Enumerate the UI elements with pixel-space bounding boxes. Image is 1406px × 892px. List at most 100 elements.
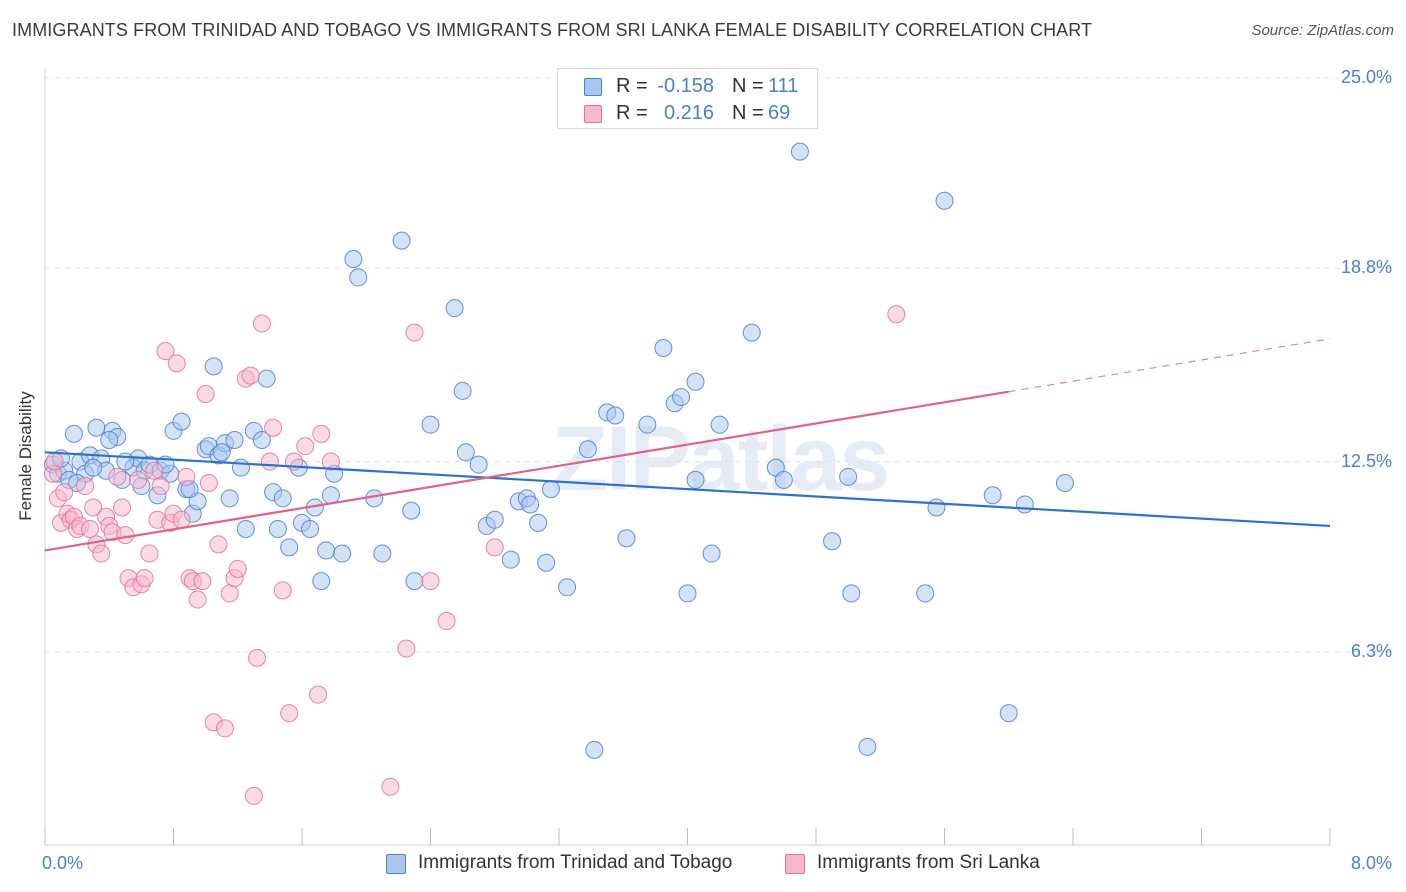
trinidad-point-62[interactable]	[469, 455, 488, 474]
srilanka-point-35[interactable]	[177, 467, 196, 486]
trinidad-point-110[interactable]	[212, 443, 231, 462]
trinidad-point-41[interactable]	[280, 538, 299, 557]
trinidad-point-68[interactable]	[521, 495, 540, 514]
srilanka-point-25[interactable]	[135, 569, 154, 588]
trinidad-point-89[interactable]	[774, 470, 793, 489]
srilanka-point-26[interactable]	[140, 544, 159, 563]
trinidad-point-91[interactable]	[823, 532, 842, 551]
srilanka-point-41[interactable]	[199, 473, 218, 492]
trinidad-point-54[interactable]	[373, 544, 392, 563]
trinidad-point-48[interactable]	[321, 486, 340, 505]
srilanka-point-55[interactable]	[273, 581, 292, 600]
trinidad-point-65[interactable]	[501, 550, 520, 569]
srilanka-point-40[interactable]	[196, 385, 215, 404]
srilanka-point-11[interactable]	[80, 519, 99, 538]
trinidad-point-73[interactable]	[578, 440, 597, 459]
srilanka-point-29[interactable]	[151, 477, 170, 496]
trinidad-point-92[interactable]	[842, 584, 861, 603]
srilanka-point-65[interactable]	[421, 572, 440, 591]
trinidad-point-50[interactable]	[333, 544, 352, 563]
srilanka-point-33[interactable]	[167, 354, 186, 373]
srilanka-point-59[interactable]	[309, 685, 328, 704]
srilanka-point-63[interactable]	[397, 639, 416, 658]
trinidad-point-64[interactable]	[485, 510, 504, 529]
srilanka-point-10[interactable]	[76, 477, 95, 496]
srilanka-point-45[interactable]	[220, 584, 239, 603]
srilanka-point-23[interactable]	[129, 470, 148, 489]
srilanka-point-19[interactable]	[113, 498, 132, 517]
srilanka-point-53[interactable]	[260, 452, 279, 471]
trinidad-point-93[interactable]	[858, 737, 877, 756]
trinidad-point-47[interactable]	[317, 541, 336, 560]
trinidad-point-101[interactable]	[1055, 473, 1074, 492]
trinidad-point-28[interactable]	[204, 357, 223, 376]
trinidad-point-77[interactable]	[617, 529, 636, 548]
trinidad-point-70[interactable]	[537, 553, 556, 572]
trinidad-point-61[interactable]	[456, 443, 475, 462]
trinidad-point-33[interactable]	[231, 458, 250, 477]
srilanka-point-12[interactable]	[84, 498, 103, 517]
trinidad-point-44[interactable]	[301, 519, 320, 538]
trinidad-point-58[interactable]	[421, 415, 440, 434]
trinidad-point-32[interactable]	[225, 431, 244, 450]
srilanka-point-1[interactable]	[45, 452, 64, 471]
srilanka-point-39[interactable]	[193, 572, 212, 591]
trinidad-point-74[interactable]	[585, 740, 604, 759]
trinidad-point-78[interactable]	[638, 415, 657, 434]
trinidad-point-40[interactable]	[273, 489, 292, 508]
trinidad-point-60[interactable]	[453, 381, 472, 400]
trinidad-point-34[interactable]	[236, 519, 255, 538]
trinidad-point-94[interactable]	[839, 467, 858, 486]
trinidad-point-87[interactable]	[742, 323, 761, 342]
trinidad-point-105[interactable]	[100, 431, 119, 450]
trinidad-point-37[interactable]	[257, 369, 276, 388]
trinidad-point-96[interactable]	[927, 498, 946, 517]
srilanka-point-62[interactable]	[381, 777, 400, 796]
srilanka-point-67[interactable]	[485, 538, 504, 557]
trinidad-point-95[interactable]	[916, 584, 935, 603]
srilanka-point-66[interactable]	[437, 612, 456, 631]
trinidad-point-90[interactable]	[790, 142, 809, 161]
trinidad-point-39[interactable]	[268, 519, 287, 538]
trinidad-point-22[interactable]	[172, 412, 191, 431]
trinidad-point-51[interactable]	[344, 250, 363, 269]
trinidad-point-104[interactable]	[84, 458, 103, 477]
srilanka-point-51[interactable]	[248, 648, 267, 667]
trinidad-point-97[interactable]	[935, 191, 954, 210]
trinidad-point-71[interactable]	[541, 480, 560, 499]
trinidad-point-52[interactable]	[349, 268, 368, 287]
trinidad-point-98[interactable]	[983, 486, 1002, 505]
trinidad-point-76[interactable]	[606, 406, 625, 425]
srilanka-point-64[interactable]	[405, 323, 424, 342]
trinidad-point-57[interactable]	[405, 572, 424, 591]
srilanka-point-50[interactable]	[244, 786, 263, 805]
trinidad-point-82[interactable]	[678, 584, 697, 603]
trinidad-point-83[interactable]	[686, 372, 705, 391]
trinidad-point-85[interactable]	[702, 544, 721, 563]
srilanka-point-58[interactable]	[296, 437, 315, 456]
srilanka-point-30[interactable]	[156, 342, 175, 361]
trinidad-point-56[interactable]	[402, 501, 421, 520]
trinidad-point-99[interactable]	[999, 704, 1018, 723]
trinidad-point-36[interactable]	[252, 431, 271, 450]
trinidad-point-59[interactable]	[445, 299, 464, 318]
trinidad-point-86[interactable]	[710, 415, 729, 434]
srilanka-point-20[interactable]	[116, 526, 135, 545]
trinidad-point-46[interactable]	[312, 572, 331, 591]
trinidad-point-72[interactable]	[558, 578, 577, 597]
trinidad-point-84[interactable]	[686, 470, 705, 489]
trinidad-point-81[interactable]	[672, 388, 691, 407]
srilanka-point-34[interactable]	[172, 510, 191, 529]
srilanka-point-4[interactable]	[55, 483, 74, 502]
srilanka-point-43[interactable]	[209, 535, 228, 554]
trinidad-point-4[interactable]	[64, 424, 83, 443]
srilanka-point-14[interactable]	[92, 544, 111, 563]
trinidad-point-8[interactable]	[87, 418, 106, 437]
trinidad-point-31[interactable]	[220, 489, 239, 508]
srilanka-point-52[interactable]	[252, 314, 271, 333]
trinidad-point-69[interactable]	[529, 513, 548, 532]
srilanka-point-49[interactable]	[241, 366, 260, 385]
srilanka-point-44[interactable]	[215, 719, 234, 738]
srilanka-point-38[interactable]	[188, 590, 207, 609]
srilanka-point-27[interactable]	[145, 461, 164, 480]
